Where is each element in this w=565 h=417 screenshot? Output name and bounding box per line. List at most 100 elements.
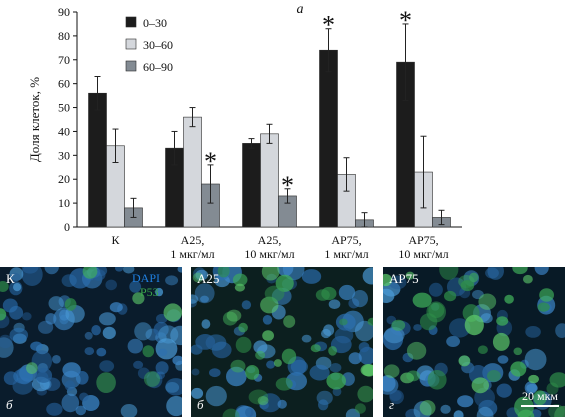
cell-nucleus bbox=[226, 309, 242, 322]
cell-nucleus bbox=[391, 319, 406, 331]
cell-nucleus bbox=[163, 303, 182, 322]
cell-nucleus bbox=[96, 372, 116, 393]
cell-image-a25 bbox=[191, 267, 373, 417]
cell-nucleus bbox=[469, 272, 479, 283]
cell-nucleus bbox=[84, 331, 93, 340]
x-tick-label: 1 мкг/мл bbox=[324, 247, 368, 261]
bar bbox=[88, 92, 107, 228]
cell-nucleus bbox=[524, 381, 537, 395]
legend-swatch bbox=[125, 16, 137, 28]
cell-nucleus bbox=[513, 347, 523, 356]
bar bbox=[260, 133, 279, 228]
cell-nucleus bbox=[143, 371, 161, 387]
cell-nucleus bbox=[549, 372, 565, 388]
cell-nucleus bbox=[427, 370, 447, 390]
cell-nucleus bbox=[478, 293, 497, 310]
cell-nucleus bbox=[146, 371, 163, 389]
cell-nucleus bbox=[384, 327, 405, 344]
cell-nucleus bbox=[504, 294, 514, 304]
cell-nucleus bbox=[64, 380, 76, 391]
cell-nucleus bbox=[496, 383, 512, 398]
cell-nucleus bbox=[523, 274, 533, 284]
cell-nucleus bbox=[524, 348, 547, 371]
cell-nucleus bbox=[2, 298, 18, 313]
cell-nucleus bbox=[99, 312, 116, 326]
cell-nucleus bbox=[533, 390, 547, 406]
cell-nucleus bbox=[458, 355, 471, 367]
cell-nucleus bbox=[310, 344, 321, 353]
micrograph-ap75: АР75 г 20 мкм bbox=[383, 267, 565, 417]
y-tick-label: 40 bbox=[58, 124, 70, 138]
cell-nucleus bbox=[266, 360, 276, 369]
cell-nucleus bbox=[109, 302, 123, 313]
cell-nucleus bbox=[245, 365, 260, 380]
cell-nucleus bbox=[91, 325, 101, 336]
micrograph-background bbox=[0, 267, 182, 417]
cell-nucleus bbox=[383, 273, 392, 287]
cell-nucleus bbox=[96, 347, 107, 357]
y-tick-label: 10 bbox=[58, 196, 70, 210]
scale-bar-label: 20 мкм bbox=[521, 389, 559, 403]
cell-nucleus bbox=[476, 406, 494, 417]
cell-nucleus bbox=[105, 279, 117, 291]
cell-nucleus bbox=[232, 273, 248, 287]
cell-nucleus bbox=[21, 267, 39, 274]
stain-label-dapi: DAPI bbox=[132, 271, 161, 285]
cell-nucleus bbox=[367, 317, 373, 326]
cell-nucleus bbox=[328, 346, 337, 356]
cell-nucleus bbox=[339, 318, 348, 326]
legend-swatch bbox=[125, 60, 137, 72]
cell-nucleus bbox=[323, 324, 335, 336]
cell-nucleus bbox=[389, 390, 402, 401]
significance-marker: * bbox=[322, 11, 335, 40]
cell-image-ap75 bbox=[383, 267, 565, 417]
cell-nucleus bbox=[315, 289, 330, 301]
cell-nucleus bbox=[512, 267, 528, 275]
cell-nucleus bbox=[155, 361, 169, 375]
cell-image-control bbox=[0, 267, 182, 417]
cell-nucleus bbox=[283, 315, 296, 328]
cell-nucleus bbox=[534, 267, 549, 275]
cell-nucleus bbox=[444, 290, 457, 302]
cell-nucleus bbox=[510, 361, 527, 377]
scale-bar: 20 мкм bbox=[521, 389, 559, 407]
cell-nucleus bbox=[191, 294, 199, 304]
micrograph-control: К DAPI P53 б bbox=[0, 267, 182, 417]
cell-nucleus bbox=[406, 341, 427, 360]
cell-nucleus bbox=[46, 402, 63, 416]
cell-nucleus bbox=[492, 332, 510, 351]
cell-nucleus bbox=[191, 387, 204, 399]
cell-nucleus bbox=[44, 267, 59, 275]
cell-nucleus bbox=[245, 407, 254, 417]
cell-nucleus bbox=[548, 404, 565, 417]
cell-nucleus bbox=[497, 355, 509, 364]
cell-nucleus bbox=[354, 403, 366, 414]
y-tick-label: 20 bbox=[58, 172, 70, 186]
x-tick-label: 10 мкг/мл bbox=[398, 247, 448, 261]
cell-nucleus bbox=[134, 322, 153, 341]
bar-chart: 0 10 20 30 40 50 60 70 80 90 Доля клеток, % а К * А25,… bbox=[27, 2, 462, 261]
cell-nucleus bbox=[158, 348, 168, 356]
cell-nucleus bbox=[528, 374, 539, 384]
cell-nucleus bbox=[48, 296, 64, 311]
cell-nucleus bbox=[79, 392, 89, 402]
cell-nucleus bbox=[539, 288, 554, 302]
cell-nucleus bbox=[99, 360, 115, 372]
cell-nucleus bbox=[142, 345, 155, 358]
y-tick-label: 90 bbox=[58, 5, 70, 19]
cell-nucleus bbox=[177, 267, 182, 273]
cell-nucleus bbox=[234, 283, 245, 292]
x-tick-label: 10 мкг/мл bbox=[244, 247, 294, 261]
y-tick-label: 30 bbox=[58, 148, 70, 162]
cell-nucleus bbox=[200, 295, 209, 303]
cell-nucleus bbox=[30, 341, 43, 351]
cell-nucleus bbox=[172, 355, 182, 366]
cell-nucleus bbox=[383, 364, 400, 378]
cell-nucleus bbox=[537, 302, 550, 312]
y-tick-label: 70 bbox=[58, 53, 70, 67]
cell-nucleus bbox=[158, 325, 179, 344]
cell-nucleus bbox=[496, 316, 509, 326]
cell-nucleus bbox=[75, 405, 87, 416]
micrograph-label: К bbox=[6, 271, 15, 286]
cell-nucleus bbox=[275, 377, 293, 391]
